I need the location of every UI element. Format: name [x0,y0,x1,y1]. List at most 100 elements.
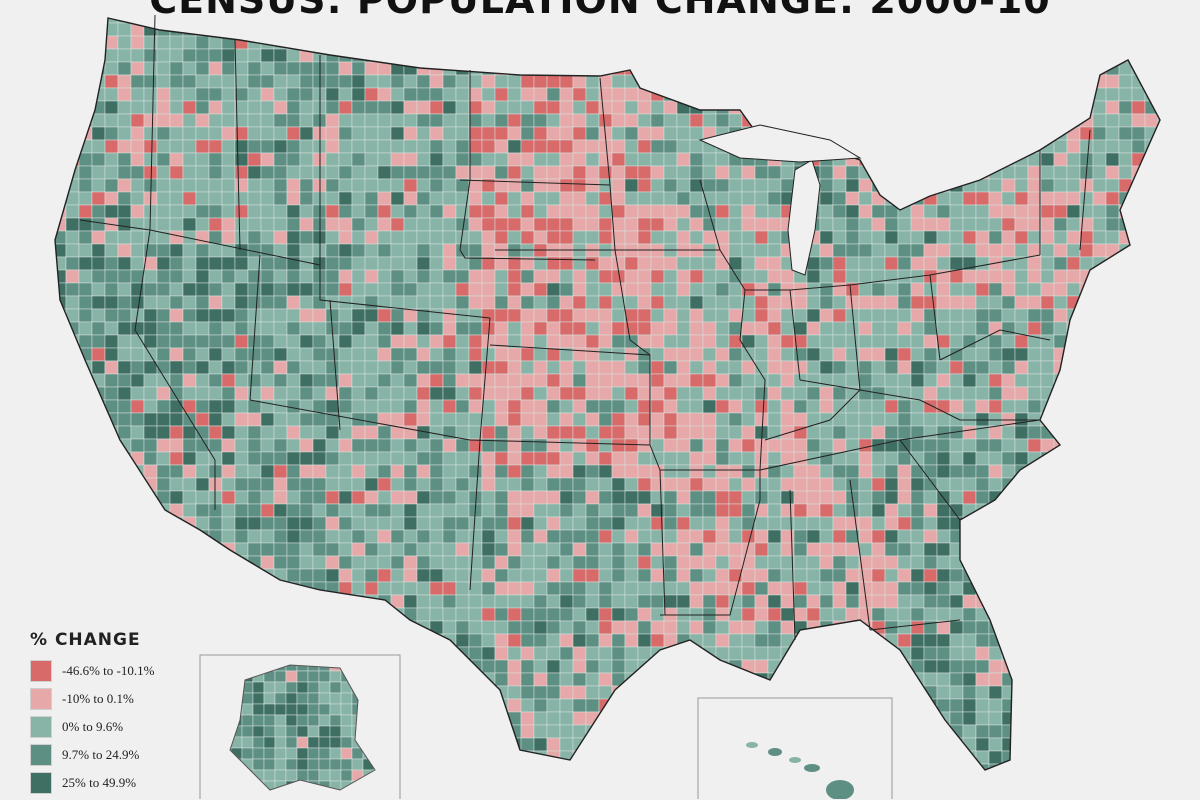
county-cell [208,308,223,323]
county-cell [104,503,119,518]
county-cell [468,529,483,544]
county-cell [507,399,522,414]
county-cell [962,347,977,362]
county-cell [858,269,873,284]
county-cell [754,35,769,50]
county-cell [832,282,847,297]
county-cell [403,698,418,713]
county-cell [988,48,1003,63]
county-cell [40,283,53,296]
county-cell [65,126,80,141]
county-cell [1040,48,1055,63]
county-cell [741,22,756,37]
county-cell [221,321,236,336]
county-cell [806,490,821,505]
county-cell [624,48,639,63]
county-cell [221,620,236,635]
county-cell [1131,373,1146,388]
county-cell [832,373,847,388]
county-cell [208,61,223,76]
county-cell [55,126,67,141]
county-cell [1079,178,1094,193]
county-cell [832,35,847,50]
county-cell [117,113,132,128]
county-cell [234,412,249,427]
county-cell [468,607,483,622]
county-cell [572,594,587,609]
county-cell [481,35,496,50]
county-cell [1053,230,1068,245]
county-cell [559,152,574,167]
county-cell [663,477,678,492]
county-cell [1157,126,1160,141]
county-cell [702,620,717,635]
county-cell [429,35,444,50]
county-cell [156,399,171,414]
county-cell [871,61,886,76]
county-cell [260,555,275,570]
county-cell [897,282,912,297]
county-cell [871,100,886,115]
county-cell [91,295,106,310]
county-cell [130,529,145,544]
county-cell [338,152,353,167]
county-cell [936,438,951,453]
county-cell [416,48,431,63]
county-cell [494,477,509,492]
county-cell [429,646,444,661]
county-cell [663,555,678,570]
county-cell [1014,295,1029,310]
county-cell [1157,100,1160,115]
county-cell [1040,711,1055,726]
county-cell [663,399,678,414]
county-cell [455,464,470,479]
county-cell [455,646,470,661]
county-cell [910,178,925,193]
county-cell [455,295,470,310]
county-cell [819,594,834,609]
county-cell [195,178,210,193]
county-cell [910,490,925,505]
county-cell [507,347,522,362]
county-cell [533,61,548,76]
county-cell [78,334,93,349]
county-cell [650,412,665,427]
county-cell [338,555,353,570]
county-cell [182,581,197,596]
county-cell [403,256,418,271]
county-cell [507,217,522,232]
county-cell [91,464,106,479]
county-cell [104,386,119,401]
county-cell [1001,22,1016,37]
county-cell [624,737,639,752]
county-cell [767,100,782,115]
county-cell [572,490,587,505]
county-cell [1092,672,1107,687]
county-cell [936,451,951,466]
county-cell [351,282,366,297]
county-cell [468,165,483,180]
county-cell [78,451,93,466]
county-cell [169,607,184,622]
county-cell [598,61,613,76]
county-cell [1131,256,1146,271]
county-cell [780,685,795,700]
county-cell [156,529,171,544]
county-cell [130,113,145,128]
county-cell [442,282,457,297]
county-cell [767,399,782,414]
county-cell [1118,724,1133,739]
county-cell [650,555,665,570]
county-cell [910,295,925,310]
county-cell [442,672,457,687]
county-cell [1040,22,1055,37]
county-cell [936,191,951,206]
county-cell [247,217,262,232]
county-cell [572,295,587,310]
county-cell [351,100,366,115]
county-cell [1079,685,1094,700]
county-cell [104,113,119,128]
county-cell [728,373,743,388]
county-cell [650,386,665,401]
county-cell [1118,126,1133,141]
